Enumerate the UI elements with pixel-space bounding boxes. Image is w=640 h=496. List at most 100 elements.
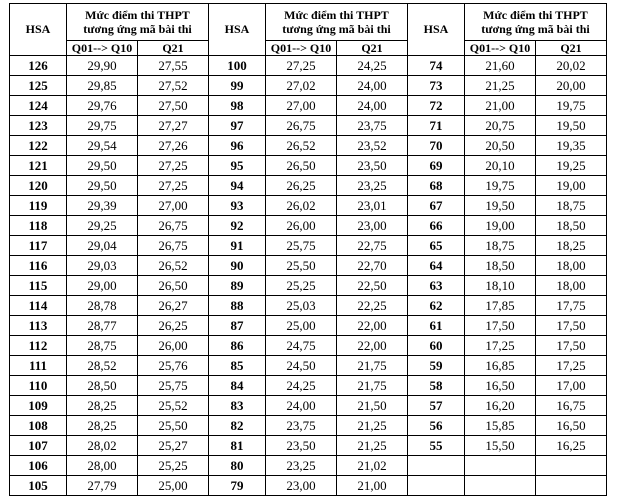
hsa-cell: 71	[407, 115, 465, 136]
q21-column-header: Q21	[535, 40, 607, 56]
q21-cell: 23,00	[336, 215, 408, 236]
hsa-cell: 123	[9, 115, 67, 136]
q21-cell: 25,52	[137, 395, 209, 416]
q01-q10-cell: 21,25	[464, 75, 536, 96]
table-row: 122 29,54 27,26 96 26,52 23,52 70 20,50 19,35	[9, 135, 607, 156]
table-row: 115 29,00 26,50 89 25,25 22,50 63 18,10 18,00	[9, 275, 607, 296]
q01-q10-cell: 19,75	[464, 175, 536, 196]
q01-q10-cell: 23,75	[265, 415, 337, 436]
group-title-line1: Mức điểm thi THPT	[85, 8, 190, 22]
q21-cell: 25,25	[137, 455, 209, 476]
hsa-cell	[407, 475, 465, 496]
hsa-cell: 69	[407, 155, 465, 176]
q01-q10-cell: 17,85	[464, 295, 536, 316]
q01-q10-cell: 25,03	[265, 295, 337, 316]
q21-cell: 20,02	[535, 55, 607, 76]
q21-cell: 19,35	[535, 135, 607, 156]
hsa-cell: 89	[208, 275, 266, 296]
q01-q10-cell: 24,25	[265, 375, 337, 396]
group-title-line2: tương ứng mã bài thi	[481, 22, 590, 36]
q21-cell: 24,00	[336, 95, 408, 116]
table-row: 110 28,50 25,75 84 24,25 21,75 58 16,50 17,00	[9, 375, 607, 396]
q01-q10-cell: 19,00	[464, 215, 536, 236]
hsa-cell: 100	[208, 55, 266, 76]
hsa-cell: 58	[407, 375, 465, 396]
hsa-cell: 59	[407, 355, 465, 376]
q21-cell: 25,50	[137, 415, 209, 436]
hsa-cell: 121	[9, 155, 67, 176]
q21-cell: 22,50	[336, 275, 408, 296]
hsa-cell: 84	[208, 375, 266, 396]
hsa-cell: 74	[407, 55, 465, 76]
q01-q10-cell: 28,77	[66, 315, 138, 336]
q21-cell: 17,75	[535, 295, 607, 316]
hsa-cell: 119	[9, 195, 67, 216]
hsa-cell: 87	[208, 315, 266, 336]
q01-q10-cell: 17,50	[464, 315, 536, 336]
hsa-cell: 61	[407, 315, 465, 336]
table-row: 120 29,50 27,25 94 26,25 23,25 68 19,75 19,00	[9, 175, 607, 196]
q21-cell: 21,00	[336, 475, 408, 496]
group-title-line1: Mức điểm thi THPT	[284, 8, 389, 22]
q21-cell: 16,50	[535, 415, 607, 436]
hsa-cell	[407, 455, 465, 476]
hsa-cell: 60	[407, 335, 465, 356]
q01-q10-cell: 16,20	[464, 395, 536, 416]
q21-cell: 21,02	[336, 455, 408, 476]
thpt-score-group-header: Mức điểm thi THPT tương ứng mã bài thi	[265, 3, 408, 41]
q21-cell: 18,50	[535, 215, 607, 236]
q01-q10-cell: 24,50	[265, 355, 337, 376]
q01-q10-cell: 20,75	[464, 115, 536, 136]
q01-q10-cell: 26,50	[265, 155, 337, 176]
q21-cell: 26,52	[137, 255, 209, 276]
q21-cell: 22,70	[336, 255, 408, 276]
q01-q10-cell: 24,75	[265, 335, 337, 356]
hsa-cell: 114	[9, 295, 67, 316]
q21-column-header: Q21	[137, 40, 209, 56]
q01-q10-cell: 28,50	[66, 375, 138, 396]
q01-q10-cell: 29,39	[66, 195, 138, 216]
hsa-cell: 83	[208, 395, 266, 416]
hsa-cell: 70	[407, 135, 465, 156]
q01-q10-cell: 23,25	[265, 455, 337, 476]
q01-q10-cell: 29,03	[66, 255, 138, 276]
q01-q10-cell: 15,85	[464, 415, 536, 436]
q21-cell: 18,00	[535, 275, 607, 296]
hsa-cell: 90	[208, 255, 266, 276]
q01-q10-cell: 28,00	[66, 455, 138, 476]
hsa-cell: 66	[407, 215, 465, 236]
q21-cell: 23,52	[336, 135, 408, 156]
table-row: 118 29,25 26,75 92 26,00 23,00 66 19,00 18,50	[9, 215, 607, 236]
q21-cell: 22,25	[336, 295, 408, 316]
group-title-line1: Mức điểm thi THPT	[483, 8, 588, 22]
hsa-cell: 63	[407, 275, 465, 296]
q21-cell: 27,26	[137, 135, 209, 156]
hsa-cell: 109	[9, 395, 67, 416]
hsa-cell: 97	[208, 115, 266, 136]
hsa-cell: 62	[407, 295, 465, 316]
q21-cell: 22,75	[336, 235, 408, 256]
q21-cell: 27,00	[137, 195, 209, 216]
hsa-cell: 88	[208, 295, 266, 316]
q21-cell: 16,75	[535, 395, 607, 416]
q01-q10-cell	[464, 475, 536, 496]
hsa-cell: 120	[9, 175, 67, 196]
table-row: 108 28,25 25,50 82 23,75 21,25 56 15,85 16,50	[9, 415, 607, 436]
q21-cell: 26,75	[137, 235, 209, 256]
q21-cell: 18,25	[535, 235, 607, 256]
q21-cell: 26,25	[137, 315, 209, 336]
q01-q10-cell: 18,75	[464, 235, 536, 256]
q01-q10-cell: 20,10	[464, 155, 536, 176]
q21-cell: 21,75	[336, 355, 408, 376]
hsa-column-header: HSA	[9, 3, 67, 56]
hsa-score-conversion-table: HSA Mức điểm thi THPT tương ứng mã bài t…	[9, 3, 607, 496]
hsa-cell: 80	[208, 455, 266, 476]
hsa-cell: 125	[9, 75, 67, 96]
q01-q10-cell: 27,79	[66, 475, 138, 496]
q21-cell: 25,76	[137, 355, 209, 376]
q01-q10-cell: 25,00	[265, 315, 337, 336]
hsa-cell: 68	[407, 175, 465, 196]
q21-cell: 27,55	[137, 55, 209, 76]
q21-cell: 27,52	[137, 75, 209, 96]
q01-q10-cell: 28,52	[66, 355, 138, 376]
